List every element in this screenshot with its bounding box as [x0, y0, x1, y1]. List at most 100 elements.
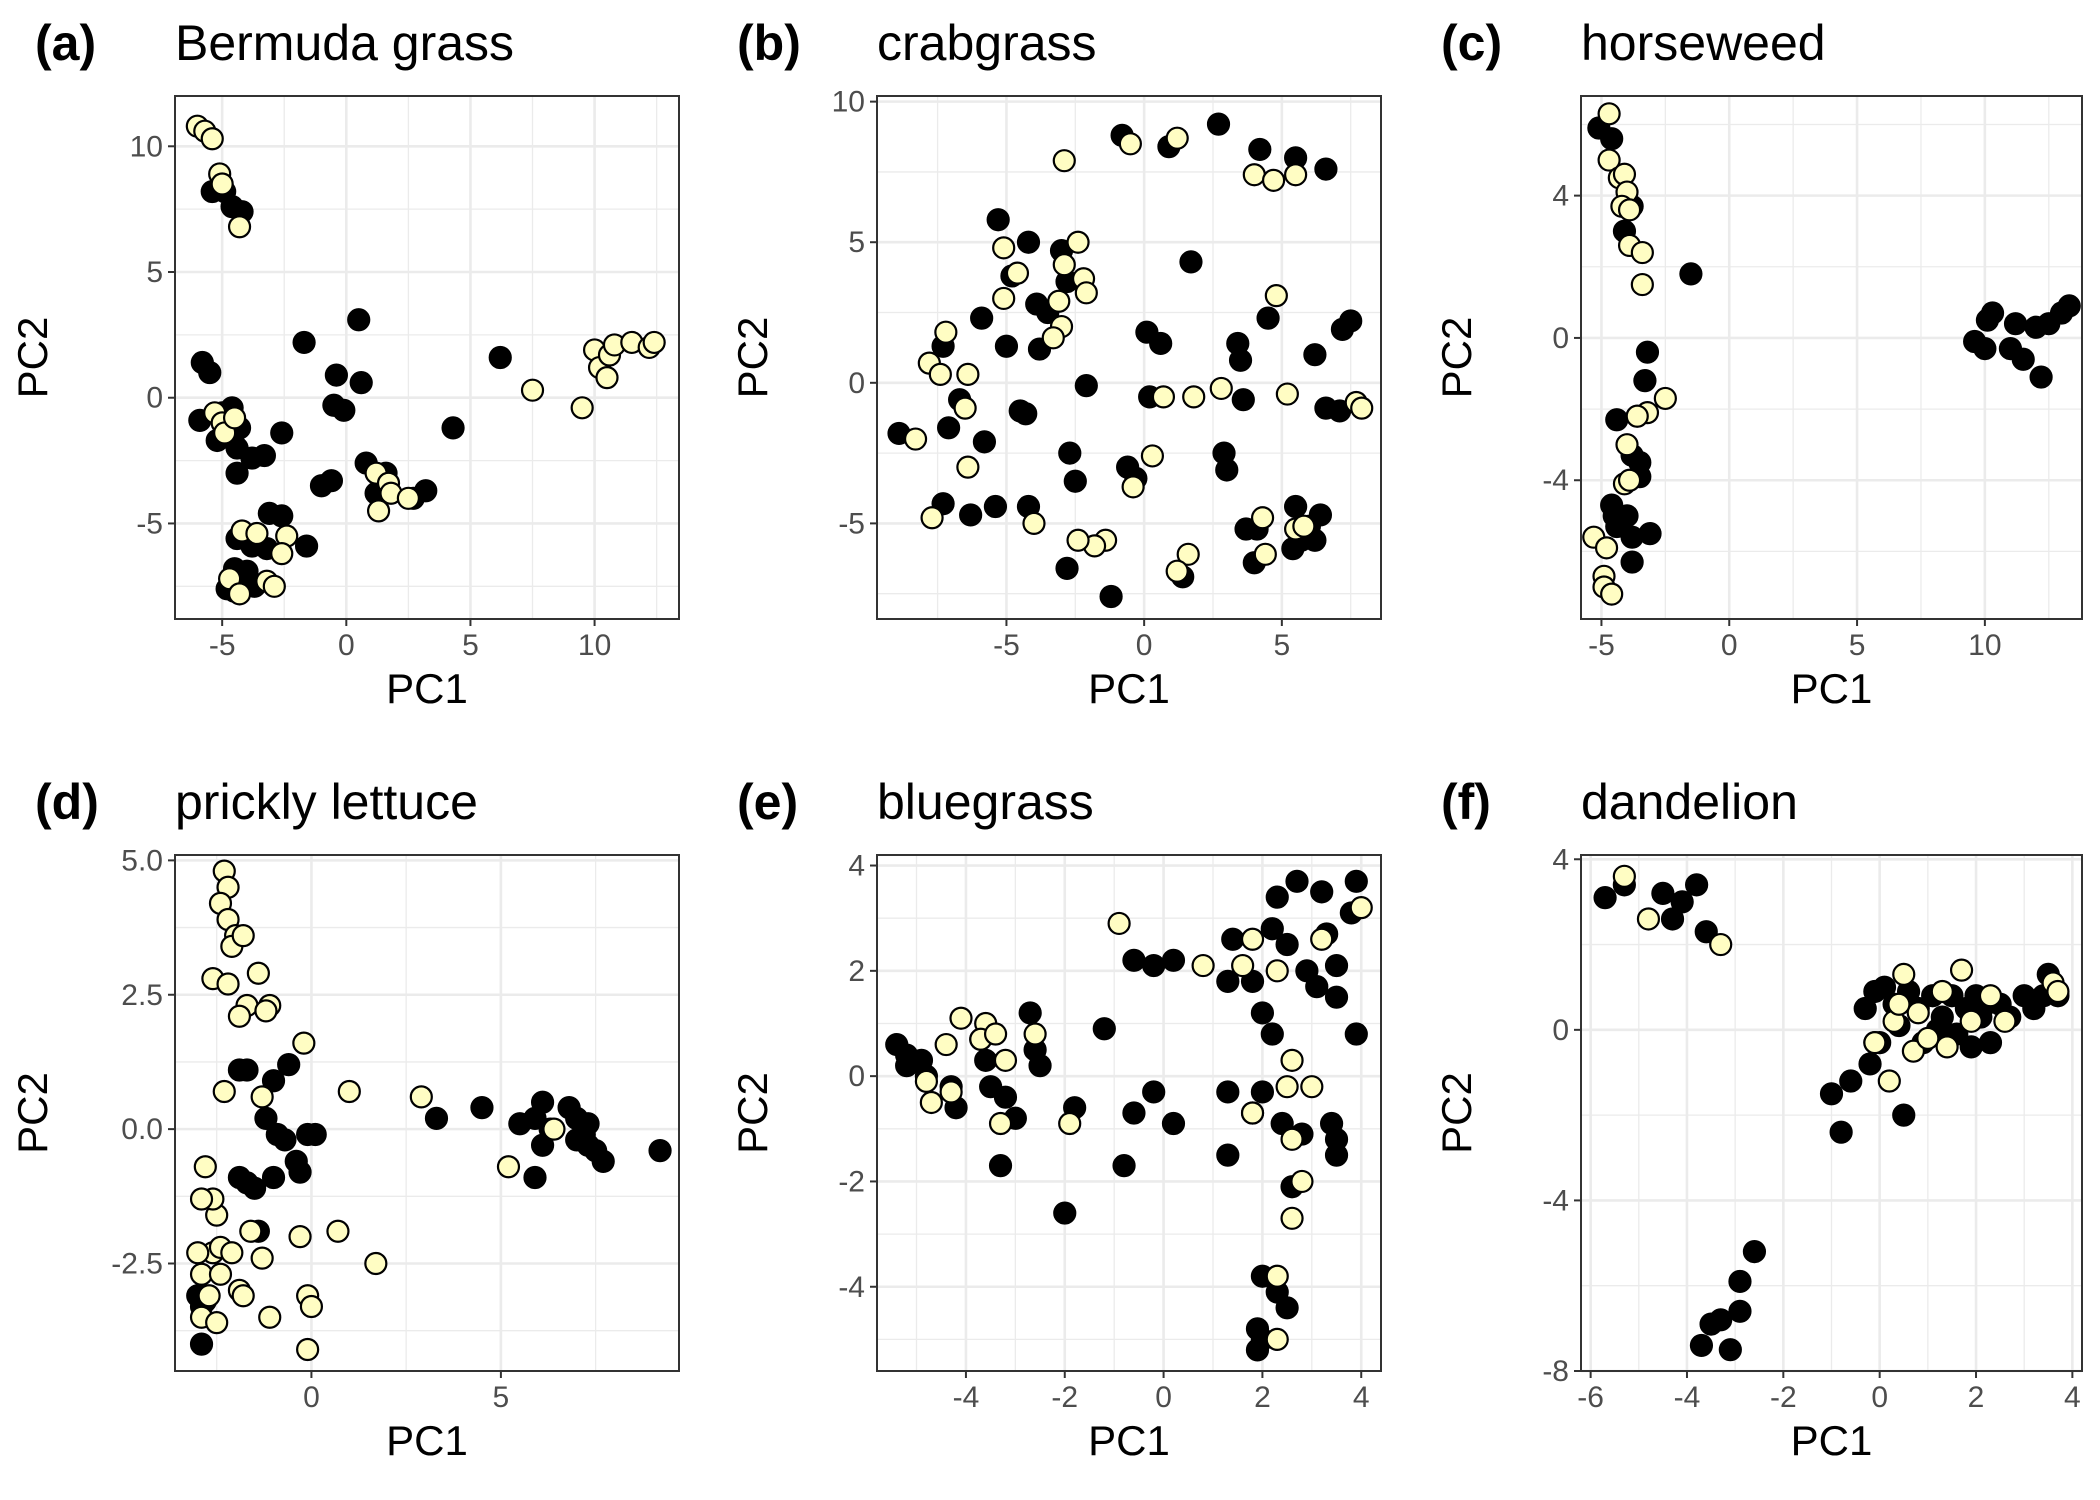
- y-tick-label: 4: [1552, 180, 1569, 213]
- y-tick-label: 0.0: [121, 1113, 163, 1146]
- scatter-point-series-1-6: [992, 286, 1016, 311]
- scatter-point-series-0-42: [1303, 343, 1327, 367]
- scatter-point-series-0-23: [1122, 948, 1146, 972]
- scatter-point-series-0-22: [1161, 1111, 1186, 1136]
- scatter-point-series-0-13: [252, 443, 276, 468]
- scatter-point-series-0-5: [198, 360, 222, 385]
- scatter-point-series-0-2: [1651, 881, 1675, 905]
- scatter-point-series-0-6: [986, 208, 1010, 232]
- scatter-point-series-1-17: [1594, 536, 1619, 560]
- scatter-point-series-1-42: [296, 1337, 320, 1362]
- scatter-point-series-0-6: [273, 1128, 297, 1152]
- y-tick-label: 5: [848, 226, 865, 259]
- scatter-point-series-1-5: [956, 455, 980, 479]
- scatter-point-series-1-9: [222, 406, 247, 430]
- scatter-point-series-0-23: [309, 474, 334, 498]
- scatter-point-series-0-38: [1256, 306, 1280, 330]
- scatter-point-series-1-15: [1041, 326, 1065, 350]
- scatter-point-series-0-4: [1670, 890, 1694, 914]
- x-tick-label: -5: [1588, 629, 1615, 662]
- scatter-point-series-0-15: [988, 1154, 1013, 1178]
- panel-title: Bermuda grass: [175, 15, 514, 71]
- scatter-point-series-1-17: [2046, 979, 2070, 1004]
- y-axis-title: PC2: [1433, 317, 1480, 399]
- scatter-point-series-0-10: [993, 1085, 1018, 1109]
- scatter-point-series-1-9: [1930, 979, 1954, 1004]
- scatter-point-series-1-25: [1176, 542, 1200, 566]
- scatter-point-series-1-14: [292, 1031, 316, 1055]
- scatter-point-series-1-23: [1151, 385, 1176, 409]
- scatter-point-series-0-4: [970, 306, 994, 330]
- scatter-point-series-1-27: [1209, 376, 1233, 401]
- panel-tag: (a): [35, 15, 96, 71]
- y-axis-title: PC2: [729, 1072, 776, 1154]
- scatter-point-series-0-9: [1858, 1052, 1882, 1076]
- scatter-point-series-0-29: [1216, 1143, 1240, 1167]
- scatter-point-series-0-18: [1063, 469, 1087, 493]
- y-tick-label: -8: [1542, 1355, 1569, 1388]
- scatter-point-series-0-26: [530, 1133, 555, 1157]
- x-tick-label: 0: [1721, 629, 1738, 662]
- scatter-point-series-0-36: [1215, 458, 1239, 482]
- scatter-point-series-1-39: [258, 1305, 282, 1329]
- scatter-point-series-1-12: [227, 1004, 252, 1028]
- scatter-point-series-0-30: [1179, 250, 1203, 274]
- scatter-point-series-1-41: [299, 1294, 324, 1319]
- scatter-point-series-0-21: [1112, 1154, 1136, 1178]
- scatter-point-series-1-13: [254, 999, 278, 1023]
- scatter-point-series-0-45: [1689, 1333, 1714, 1358]
- y-tick-label: 5: [146, 256, 163, 289]
- scatter-point-series-0-18: [1053, 1201, 1077, 1225]
- scatter-point-series-1-43: [496, 1155, 521, 1179]
- scatter-point-series-1-14: [366, 499, 391, 523]
- y-tick-label: -5: [838, 507, 865, 540]
- scatter-point-series-1-2: [200, 127, 224, 151]
- scatter-point-series-1-22: [1290, 1169, 1314, 1194]
- scatter-point-series-0-33: [1250, 1080, 1275, 1104]
- scatter-point-series-1-17: [337, 1079, 361, 1104]
- scatter-point-series-0-10: [1829, 1120, 1853, 1144]
- scatter-point-series-1-4: [1877, 1069, 1901, 1093]
- scatter-point-series-1-19: [288, 1225, 312, 1249]
- y-tick-label: 0: [848, 367, 865, 400]
- scatter-point-series-1-4: [953, 396, 977, 420]
- scatter-point-series-0-41: [1285, 869, 1309, 893]
- scatter-point-series-1-0: [1612, 864, 1636, 888]
- scatter-point-series-1-19: [595, 366, 619, 390]
- scatter-point-series-1-32: [227, 582, 252, 606]
- scatter-point-series-1-6: [1617, 198, 1642, 222]
- scatter-point-series-1-32: [231, 1284, 255, 1308]
- panel-title: prickly lettuce: [175, 774, 478, 830]
- scatter-point-series-1-15: [520, 378, 545, 402]
- scatter-point-series-0-20: [1142, 1080, 1166, 1104]
- x-tick-label: 5: [1849, 629, 1866, 662]
- scatter-point-series-0-34: [1863, 979, 1887, 1004]
- scatter-point-series-0-8: [974, 1048, 998, 1072]
- y-tick-label: 0: [848, 1060, 865, 1093]
- scatter-point-series-1-1: [928, 362, 952, 386]
- scatter-point-series-1-15: [1617, 468, 1642, 492]
- scatter-point-series-0-56: [1275, 1296, 1299, 1320]
- scatter-point-series-1-9: [1023, 1022, 1047, 1046]
- scatter-point-series-1-28: [270, 542, 294, 566]
- y-tick-label: -4: [1542, 464, 1569, 497]
- scatter-point-series-0-30: [2057, 294, 2081, 318]
- scatter-point-series-0-11: [1018, 1001, 1042, 1025]
- scatter-point-series-1-33: [1250, 506, 1275, 530]
- scatter-point-series-1-11: [1959, 1009, 1983, 1033]
- scatter-point-series-0-13: [261, 1165, 286, 1190]
- scatter-point-series-0-50: [1324, 1127, 1349, 1151]
- panel-title: crabgrass: [877, 15, 1097, 71]
- scatter-point-series-1-7: [246, 961, 270, 985]
- x-tick-label: 5: [462, 629, 479, 662]
- panel-a: -5 0 5 10 -5 0 5 10 PC1 PC2 (a) Bermuda grass: [9, 15, 680, 712]
- scatter-point-series-0-3: [1660, 907, 1685, 931]
- scatter-point-series-0-6: [1633, 369, 1657, 393]
- scatter-point-series-1-13: [1615, 433, 1639, 457]
- scatter-point-series-0-43: [1305, 975, 1329, 999]
- scatter-point-series-1-26: [1165, 559, 1189, 583]
- scatter-point-series-0-48: [1324, 985, 1349, 1009]
- x-tick-label: 2: [1254, 1381, 1271, 1414]
- x-tick-label: 0: [1155, 1381, 1172, 1414]
- y-tick-label: -4: [1542, 1184, 1569, 1217]
